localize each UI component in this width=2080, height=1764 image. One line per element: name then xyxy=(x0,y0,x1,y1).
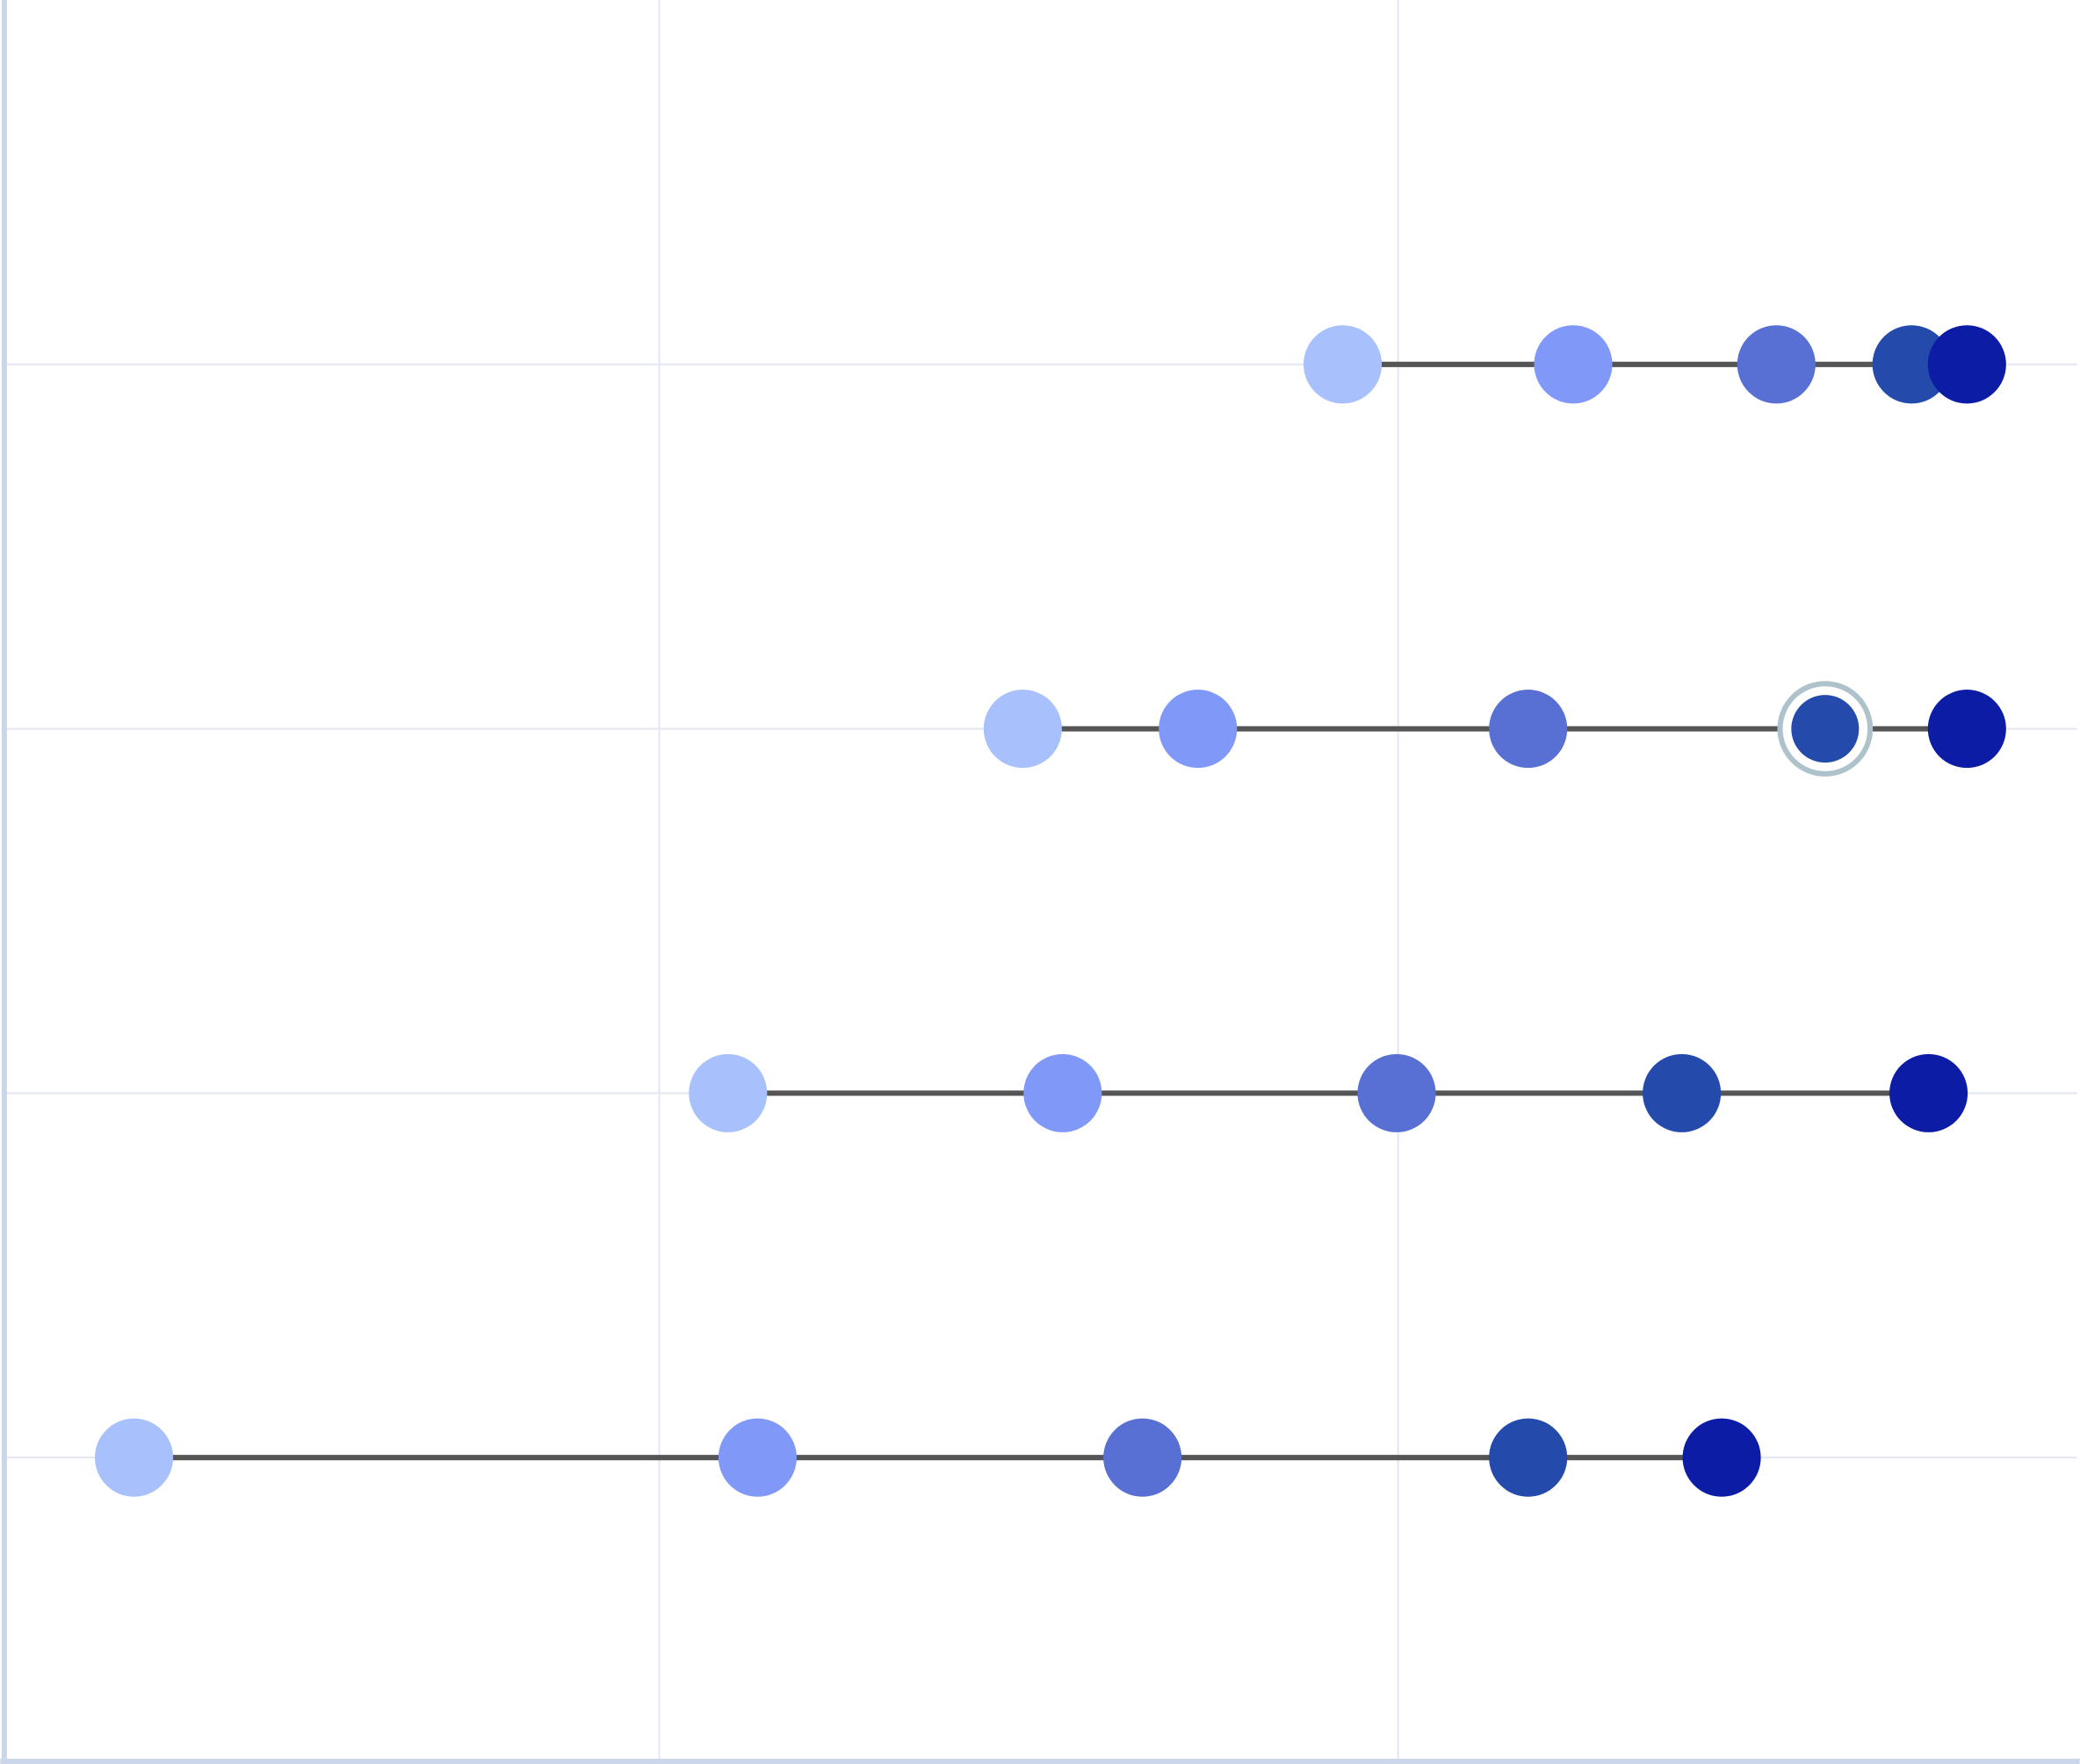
data-point xyxy=(1927,690,2006,769)
data-point xyxy=(1927,325,2006,404)
data-point xyxy=(1889,1053,1968,1132)
data-point xyxy=(1489,1418,1568,1497)
data-point xyxy=(1872,325,1951,404)
data-point xyxy=(1489,690,1568,769)
data-point xyxy=(1159,690,1238,769)
data-point xyxy=(1791,695,1860,763)
data-point xyxy=(1534,325,1613,404)
data-point xyxy=(1103,1418,1182,1497)
data-point xyxy=(983,690,1062,769)
data-point xyxy=(689,1053,768,1132)
data-point xyxy=(1357,1053,1436,1132)
data-point xyxy=(1023,1053,1102,1132)
data-point xyxy=(95,1418,174,1497)
data-point xyxy=(1682,1418,1761,1497)
data-point xyxy=(1304,325,1383,404)
data-point xyxy=(1643,1053,1722,1132)
data-point xyxy=(1737,325,1816,404)
data-point xyxy=(718,1418,797,1497)
